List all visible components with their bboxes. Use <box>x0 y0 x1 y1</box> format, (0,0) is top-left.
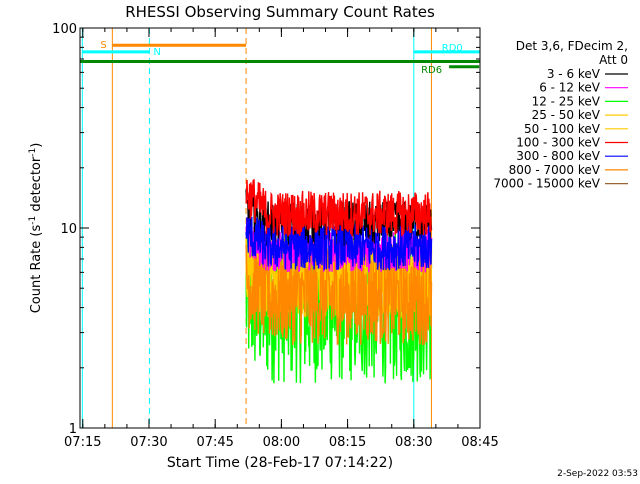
x-tick-label: 07:45 <box>196 435 233 450</box>
plot-content <box>80 28 480 428</box>
x-axis-label: Start Time (28-Feb-17 07:14:22) <box>167 455 393 471</box>
x-tick-label: 08:15 <box>329 435 366 450</box>
status-label-rd0: RD0 <box>442 43 463 54</box>
footer-timestamp: 2-Sep-2022 03:53 <box>557 469 638 479</box>
legend-label: 800 - 7000 keV <box>509 163 601 177</box>
legend-label: 3 - 6 keV <box>547 67 601 81</box>
series-7-trace <box>245 216 433 271</box>
legend-label: 100 - 300 keV <box>516 136 600 150</box>
legend-label: 50 - 100 keV <box>524 122 601 136</box>
plot-area: 1 10 100 07:15 07:30 07:45 08:00 08:15 08:30 08:4… <box>52 22 499 450</box>
y-axis-label-sup-1: -1 <box>28 216 38 225</box>
y-tick-label: 100 <box>52 22 77 37</box>
status-label-rd6: RD6 <box>421 65 442 76</box>
status-label-n: N <box>153 47 160 58</box>
chart-title: RHESSI Observing Summary Count Rates <box>125 3 435 21</box>
legend-header-line1: Det 3,6, FDecim 2, <box>516 39 628 53</box>
x-tick-label: 08:30 <box>395 435 432 450</box>
legend-label: 6 - 12 keV <box>539 81 601 95</box>
series-6-trace <box>245 179 432 237</box>
status-label-s: S <box>100 40 106 51</box>
y-tick-label: 1 <box>69 422 77 437</box>
y-axis-label-mid: detector <box>29 156 44 216</box>
y-tick-label: 10 <box>60 222 77 237</box>
y-axis-label-sup-2: -1 <box>28 148 38 157</box>
y-axis-label-end: ) <box>29 143 44 148</box>
x-tick-label: 07:30 <box>130 435 167 450</box>
x-tick-label: 08:45 <box>461 435 498 450</box>
x-tick-label: 07:15 <box>64 435 101 450</box>
svg-text:Count Rate (s-1 detector-1): Count Rate (s-1 detector-1) <box>28 143 44 314</box>
legend-label: 300 - 800 keV <box>516 149 600 163</box>
legend-label: 12 - 25 keV <box>532 94 601 108</box>
legend-label: 25 - 50 keV <box>532 108 601 122</box>
legend-label: 7000 - 15000 keV <box>493 177 600 191</box>
x-tick-label: 08:00 <box>263 435 300 450</box>
legend-header-line2: Att 0 <box>599 53 628 67</box>
y-axis-label-main: Count Rate (s <box>29 225 44 314</box>
y-axis-label: Count Rate (s-1 detector-1) <box>28 143 44 314</box>
